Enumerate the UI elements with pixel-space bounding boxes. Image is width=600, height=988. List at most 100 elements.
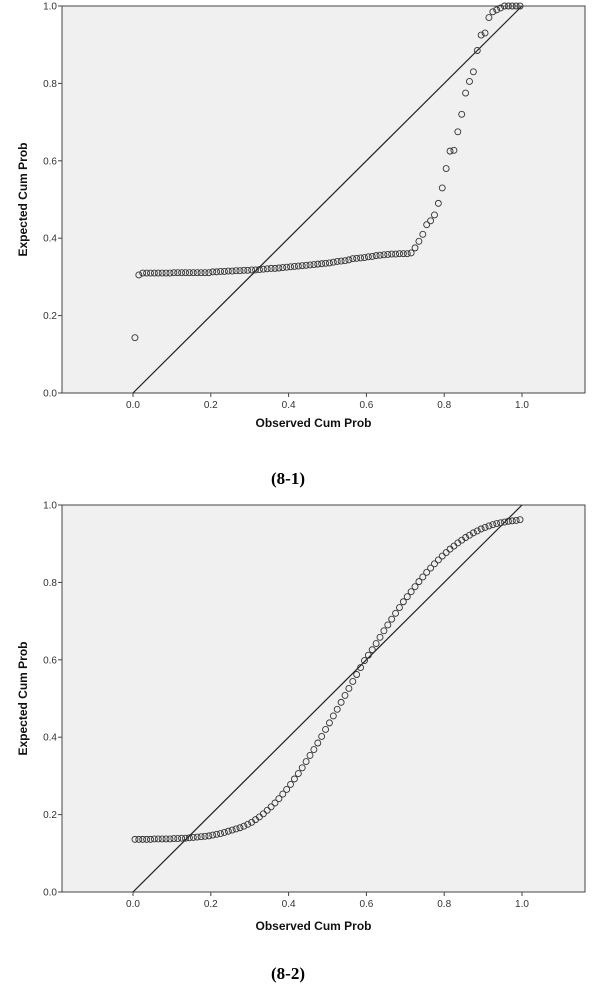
data-point bbox=[182, 269, 189, 277]
data-point bbox=[399, 250, 407, 258]
data-point bbox=[174, 835, 182, 843]
y-axis-title: Expected Cum Prob bbox=[16, 142, 30, 256]
data-point bbox=[205, 269, 213, 277]
data-point bbox=[182, 834, 189, 842]
data-point bbox=[345, 256, 353, 264]
data-point bbox=[170, 269, 178, 277]
data-point bbox=[162, 269, 170, 277]
x-tick-label: 1.0 bbox=[515, 899, 529, 910]
data-point bbox=[477, 31, 485, 39]
data-point bbox=[434, 199, 442, 207]
data-point bbox=[185, 269, 193, 277]
y-tick-label: 0.2 bbox=[43, 311, 57, 322]
data-point bbox=[170, 835, 178, 843]
data-point bbox=[154, 835, 162, 843]
y-tick-label: 0.8 bbox=[43, 578, 57, 589]
y-tick-label: 0.0 bbox=[43, 389, 57, 400]
data-point bbox=[240, 822, 248, 830]
data-point bbox=[224, 827, 232, 835]
data-point bbox=[357, 664, 365, 671]
data-point bbox=[162, 835, 170, 843]
data-point bbox=[442, 549, 450, 557]
data-point bbox=[197, 269, 205, 277]
data-point bbox=[462, 89, 470, 97]
data-point bbox=[290, 775, 298, 783]
data-point bbox=[294, 770, 302, 778]
reference-line bbox=[132, 504, 523, 893]
data-point bbox=[446, 147, 454, 155]
data-point bbox=[493, 520, 501, 528]
data-point bbox=[508, 2, 516, 10]
data-point bbox=[469, 529, 477, 537]
data-point bbox=[357, 254, 365, 262]
data-point bbox=[244, 820, 252, 828]
data-point bbox=[135, 835, 143, 843]
data-point bbox=[279, 264, 287, 272]
data-point bbox=[322, 726, 330, 733]
data-point bbox=[322, 259, 330, 267]
data-point bbox=[349, 255, 357, 263]
data-point bbox=[419, 573, 427, 581]
data-point bbox=[403, 593, 411, 601]
data-point bbox=[174, 269, 182, 277]
data-point bbox=[185, 834, 193, 842]
data-point bbox=[283, 785, 291, 793]
data-point bbox=[290, 263, 298, 270]
data-point bbox=[158, 835, 166, 843]
x-tick-label: 0.4 bbox=[282, 400, 296, 411]
data-point bbox=[318, 732, 326, 740]
figure-caption: (8-2) bbox=[271, 964, 305, 983]
x-axis-title: Observed Cum Prob bbox=[255, 416, 371, 430]
data-point bbox=[431, 560, 438, 568]
data-point bbox=[434, 556, 442, 564]
data-point bbox=[189, 269, 197, 277]
data-point bbox=[361, 657, 368, 665]
data-point bbox=[431, 211, 438, 219]
data-point bbox=[392, 609, 400, 617]
data-point bbox=[263, 265, 271, 273]
data-point bbox=[504, 2, 512, 10]
data-point bbox=[131, 334, 139, 342]
data-point bbox=[438, 184, 446, 192]
y-tick-label: 1.0 bbox=[43, 501, 57, 512]
y-tick-label: 1.0 bbox=[43, 2, 57, 13]
data-point bbox=[407, 249, 415, 257]
data-point bbox=[244, 266, 252, 274]
data-point bbox=[380, 251, 388, 259]
data-point bbox=[477, 525, 485, 533]
data-point bbox=[302, 758, 310, 766]
data-point bbox=[337, 698, 345, 706]
data-point bbox=[388, 250, 396, 258]
data-point bbox=[314, 260, 322, 268]
data-point bbox=[407, 588, 415, 596]
data-point bbox=[329, 258, 337, 266]
data-point bbox=[392, 250, 400, 258]
data-point bbox=[325, 719, 333, 727]
data-point bbox=[150, 835, 158, 843]
data-point bbox=[310, 746, 318, 754]
x-tick-label: 0.0 bbox=[126, 899, 140, 910]
data-point bbox=[166, 269, 174, 277]
data-point bbox=[135, 271, 143, 279]
y-tick-label: 0.6 bbox=[43, 156, 57, 167]
data-point bbox=[275, 264, 283, 272]
data-point bbox=[512, 2, 520, 10]
data-point bbox=[372, 640, 380, 647]
data-point bbox=[193, 833, 201, 841]
data-point bbox=[205, 832, 213, 840]
data-point bbox=[380, 627, 388, 635]
data-point bbox=[147, 835, 154, 843]
data-point bbox=[512, 517, 520, 524]
data-point bbox=[178, 269, 186, 277]
data-point bbox=[368, 646, 376, 654]
data-point bbox=[419, 230, 427, 238]
data-point bbox=[337, 257, 345, 265]
y-tick-label: 0.6 bbox=[43, 655, 57, 666]
data-point bbox=[150, 269, 158, 277]
data-point bbox=[333, 257, 341, 265]
x-tick-label: 1.0 bbox=[515, 400, 529, 411]
data-point bbox=[139, 835, 147, 843]
data-point bbox=[217, 268, 224, 275]
data-point bbox=[501, 2, 508, 10]
